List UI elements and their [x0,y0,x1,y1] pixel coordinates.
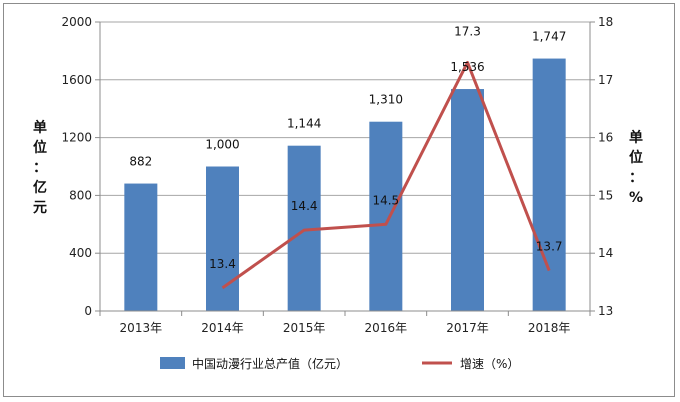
y-left-tick-label: 1200 [61,131,92,145]
bar [451,89,484,311]
line-data-label: 14.4 [291,199,318,213]
y-right-unit-label-char: ： [629,170,643,186]
bar [124,183,158,311]
bar [369,121,403,311]
legend-label-line: 增速（%） [460,357,519,371]
y-left-tick-label: 400 [69,246,92,260]
legend-label-bar: 中国动漫行业总产值（亿元） [192,356,348,371]
line-data-label: 14.5 [372,193,399,207]
y-left-unit-label-char: 位 [33,139,47,156]
y-left-unit-label-char: ： [33,160,47,176]
y-right-unit-label-char: 单 [629,129,643,146]
legend: 中国动漫行业总产值（亿元） 增速（%） [160,356,519,371]
y-right-unit-label-char: 位 [629,149,643,166]
y-left-unit-label-char: 元 [33,200,47,216]
y-right-tick-label: 16 [598,131,613,145]
y-right-tick-label: 13 [598,304,613,318]
data-labels: 882 1,000 1,144 1,310 1,536 1,747 13.4 14.4 14.5… [129,24,566,270]
y-left-tick-label: 2000 [61,15,92,29]
y-left-unit-label: 单位 ： 亿元 [33,119,47,216]
x-tick-label: 2016年 [365,321,408,335]
x-tick-label: 2017年 [446,321,489,335]
y-right-unit-label: 单位 ：% [629,129,643,206]
bar-data-label: 1,747 [532,30,566,44]
legend-swatch-bar [160,357,185,369]
growth-line [221,60,551,290]
bar-data-label: 1,000 [205,138,239,152]
x-tick-label: 2013年 [120,321,163,335]
bar-data-label: 882 [129,155,152,169]
x-tick-label: 2015年 [283,321,326,335]
bar-data-label: 1,536 [450,60,484,74]
bar-data-label: 1,310 [369,93,403,107]
y-right-tick-label: 17 [598,73,613,87]
bar [206,166,239,311]
axes [95,21,595,316]
tick-labels: 0 400 800 1200 1600 2000 13 14 15 16 17 18 2013年 2014… [61,15,613,335]
y-left-tick-label: 0 [84,304,92,318]
x-tick-label: 2018年 [528,321,571,335]
x-tick-label: 2014年 [201,321,244,335]
line-data-label: 13.4 [209,257,236,271]
y-left-tick-label: 800 [69,188,92,202]
y-left-tick-label: 1600 [61,73,92,87]
y-right-unit-label-char: % [629,190,643,206]
bar-series [124,58,566,311]
y-right-tick-label: 15 [598,188,613,202]
line-data-label: 17.3 [454,24,481,38]
line-series [221,60,551,290]
y-left-unit-label-char: 单 [33,119,47,136]
bar-data-label: 1,144 [287,117,321,131]
y-right-tick-label: 18 [598,15,613,29]
gridlines [100,21,590,254]
line-data-label: 13.7 [536,240,563,254]
bar [532,58,566,311]
y-left-unit-label-char: 亿 [33,179,47,196]
y-right-tick-label: 14 [598,246,613,260]
